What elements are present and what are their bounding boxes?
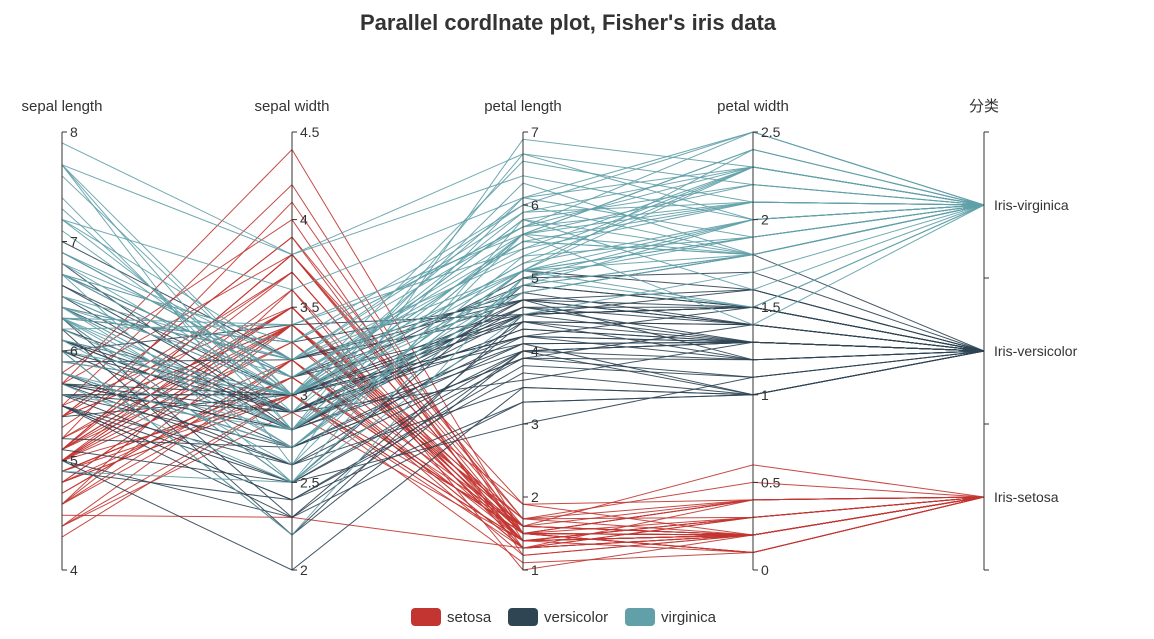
tick-label: 2.5 bbox=[300, 474, 320, 490]
tick-label: 2 bbox=[300, 562, 308, 578]
tick-label: 6 bbox=[531, 197, 539, 213]
legend-swatch[interactable] bbox=[508, 608, 538, 626]
tick-label: 8 bbox=[70, 124, 78, 140]
tick-label: 7 bbox=[70, 234, 78, 250]
tick-label: 5 bbox=[531, 270, 539, 286]
tick-label: 0.5 bbox=[761, 474, 781, 490]
tick-label: 2 bbox=[531, 489, 539, 505]
tick-label: 3.5 bbox=[300, 299, 320, 315]
axis-5: 分类 Iris-setosa Iris-versicolor Iris-virgini… bbox=[969, 98, 1078, 571]
legend-swatch[interactable] bbox=[625, 608, 655, 626]
tick-label: 6 bbox=[70, 343, 78, 359]
axis-4: petal width 0 0.5 1 1.5 2 2.5 bbox=[717, 98, 789, 578]
tick-label: Iris-versicolor bbox=[994, 343, 1078, 359]
legend-item-versicolor[interactable]: versicolor bbox=[508, 608, 608, 626]
tick-label: 7 bbox=[531, 124, 539, 140]
tick-label: 4 bbox=[531, 343, 539, 359]
axis-name: sepal width bbox=[254, 98, 329, 115]
tick-label: Iris-virginica bbox=[994, 197, 1069, 213]
tick-label: 3 bbox=[300, 387, 308, 403]
chart-title: Parallel cordlnate plot, Fisher's iris d… bbox=[360, 10, 777, 35]
tick-label: 1 bbox=[531, 562, 539, 578]
tick-label: 4 bbox=[300, 212, 308, 228]
axis-2: sepal width 2 2.5 3 3.5 4 4.5 bbox=[254, 98, 329, 578]
tick-label: Iris-setosa bbox=[994, 489, 1059, 505]
axes: sepal length 4 5 6 7 8 sepal width 2 2.5 3 3.5 4 4.5… bbox=[22, 98, 1078, 578]
axis-name: 分类 bbox=[969, 98, 999, 115]
tick-label: 1.5 bbox=[761, 299, 781, 315]
legend-label[interactable]: virginica bbox=[661, 609, 717, 626]
tick-label: 5 bbox=[70, 453, 78, 469]
tick-label: 3 bbox=[531, 416, 539, 432]
tick-label: 2.5 bbox=[761, 124, 781, 140]
legend-label[interactable]: versicolor bbox=[544, 609, 608, 626]
tick-label: 4.5 bbox=[300, 124, 320, 140]
axis-name: petal length bbox=[484, 98, 562, 115]
axis-name: sepal length bbox=[22, 98, 103, 115]
tick-label: 4 bbox=[70, 562, 78, 578]
tick-label: 0 bbox=[761, 562, 769, 578]
legend-item-virginica[interactable]: virginica bbox=[625, 608, 717, 626]
legend-item-setosa[interactable]: setosa bbox=[411, 608, 492, 626]
legend[interactable]: setosa versicolor virginica bbox=[411, 608, 717, 626]
tick-label: 1 bbox=[761, 387, 769, 403]
axis-name: petal width bbox=[717, 98, 789, 115]
axis-1: sepal length 4 5 6 7 8 bbox=[22, 98, 103, 578]
axis-3: petal length 1 2 3 4 5 6 7 bbox=[484, 98, 562, 578]
legend-label[interactable]: setosa bbox=[447, 609, 492, 626]
legend-swatch[interactable] bbox=[411, 608, 441, 626]
tick-label: 2 bbox=[761, 212, 769, 228]
